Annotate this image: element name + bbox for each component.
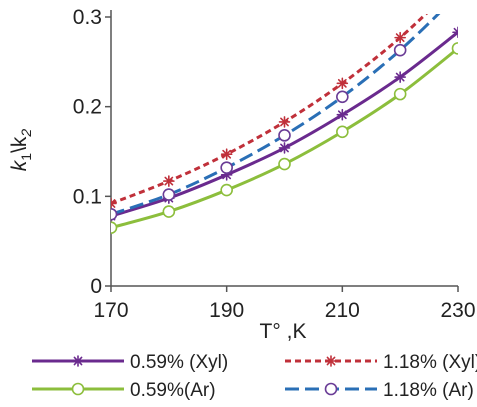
series-3	[111, 42, 458, 235]
x-tick-labels: 170 190 210 230	[93, 299, 475, 322]
legend: 0.59% (Xyl) 1.18% (Xyl) 0.59%(Ar) 1.18% (Ar…	[32, 352, 477, 401]
legend-label: 0.59%(Ar)	[130, 380, 216, 401]
legend-marker	[325, 355, 337, 367]
data-point	[220, 161, 233, 174]
data-point	[336, 90, 349, 104]
data-point	[111, 207, 118, 221]
legend-marker	[72, 355, 84, 367]
legend-marker	[324, 382, 338, 396]
legend-item-3: 0.59%(Ar)	[32, 380, 216, 401]
legend-label: 1.18% (Ar)	[383, 380, 474, 401]
legend-marker	[71, 382, 85, 396]
data-point	[394, 31, 406, 44]
data-point	[220, 183, 233, 197]
series-2	[111, 14, 428, 210]
x-tick-label: 190	[209, 299, 244, 322]
series-layer	[111, 14, 458, 235]
y-tick-label: 0.1	[73, 185, 102, 208]
series-line	[111, 14, 428, 205]
data-point	[336, 108, 349, 121]
data-point	[162, 188, 176, 201]
data-point	[393, 87, 407, 101]
data-point	[278, 142, 291, 154]
data-point	[278, 157, 291, 171]
axes	[105, 10, 459, 292]
data-point	[336, 125, 349, 139]
data-point	[394, 71, 406, 83]
legend-item-4: 1.18% (Ar)	[285, 380, 474, 401]
y-tick-label: 0.3	[73, 6, 102, 29]
data-point	[451, 42, 458, 55]
y-tick-labels: 0 0.1 0.2 0.3	[73, 6, 102, 298]
data-point	[452, 26, 458, 39]
data-point	[162, 205, 176, 218]
y-axis-label: k1\k2	[8, 129, 34, 172]
data-point	[278, 116, 291, 128]
series-4	[111, 14, 441, 221]
data-point	[163, 175, 175, 187]
data-point	[220, 148, 233, 160]
data-point	[393, 43, 407, 57]
y-tick-label: 0.2	[73, 96, 102, 119]
x-tick-label: 210	[325, 299, 360, 322]
legend-label: 0.59% (Xyl)	[130, 352, 228, 373]
data-point	[278, 129, 291, 142]
y-tick-label: 0	[90, 275, 102, 298]
data-point	[336, 77, 349, 90]
data-point	[111, 197, 117, 210]
legend-label: 1.18% (Xyl)	[383, 352, 477, 373]
data-point	[111, 221, 118, 235]
legend-item-1: 0.59% (Xyl)	[32, 352, 228, 373]
legend-item-2: 1.18% (Xyl)	[285, 352, 477, 373]
x-tick-label: 230	[440, 299, 475, 322]
x-axis-label: T° ,K	[260, 320, 307, 343]
x-tick-label: 170	[93, 299, 128, 322]
